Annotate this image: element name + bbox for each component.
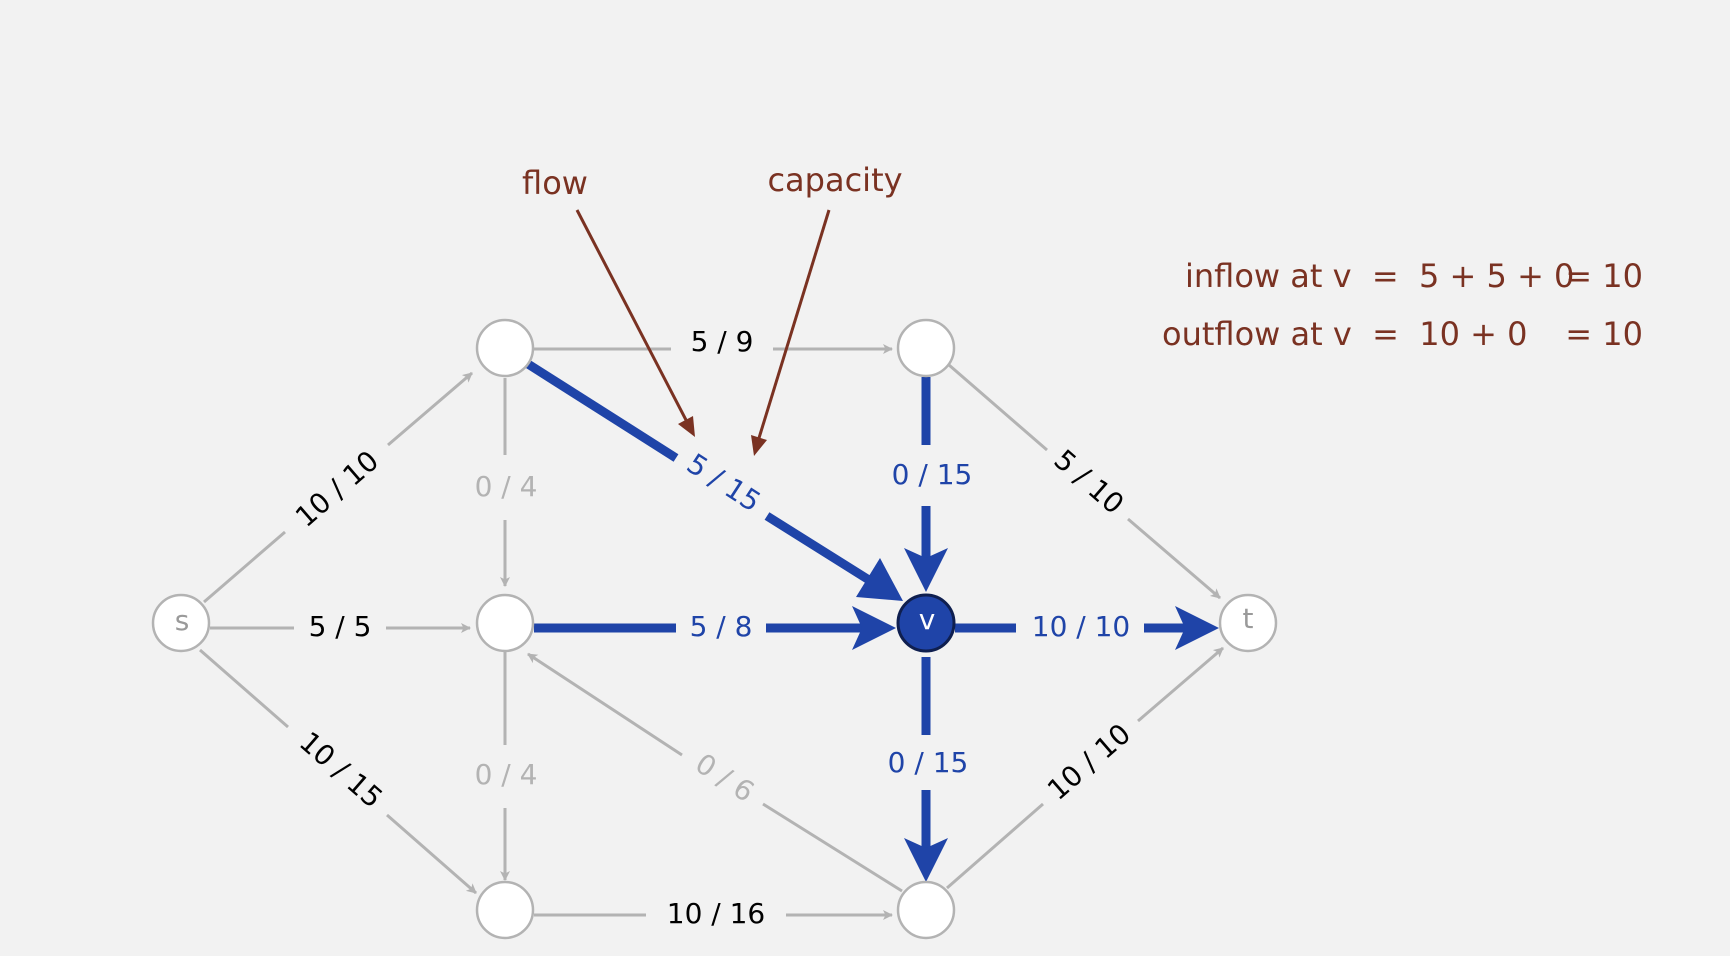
annotation-capacity: capacity — [767, 161, 902, 199]
edge-label-a-b: 0 / 4 — [475, 470, 538, 503]
node-v: v — [896, 593, 956, 653]
node-d — [896, 318, 956, 378]
node-label-t: t — [1243, 602, 1254, 635]
edge-label-a-v: 5 / 15 — [681, 447, 767, 519]
arrowhead-v-e — [904, 838, 948, 882]
edge-e-t — [946, 802, 1044, 890]
edge-e-b — [762, 802, 903, 893]
nodes: s v t — [151, 318, 1278, 940]
edge-d-t — [948, 363, 1048, 452]
edge-d-t-seg2 — [1127, 517, 1221, 600]
arrowhead-d-v — [904, 548, 948, 592]
arrowhead-v-t — [1175, 606, 1219, 650]
arrowhead-a-v — [856, 558, 903, 601]
edge-label-v-e: 0 / 15 — [888, 746, 969, 779]
edge-e-t-seg2 — [1137, 646, 1224, 723]
edge-label-v-t: 10 / 10 — [1032, 610, 1131, 643]
edge-label-c-e: 10 / 16 — [667, 897, 766, 930]
conservation-equations: inflow at v = 5 + 5 + 0 = 10 outflow at … — [1162, 257, 1643, 353]
edge-label-s-c: 10 / 15 — [293, 725, 389, 815]
inflow-total: = 10 — [1565, 257, 1643, 295]
node-t: t — [1218, 593, 1278, 653]
arrowhead-b-v — [852, 606, 896, 650]
annotation-flow: flow — [522, 164, 588, 202]
node-b — [475, 593, 535, 653]
edge-label-a-d: 5 / 9 — [691, 325, 754, 358]
edge-a-v — [525, 360, 679, 462]
annotation-flow-arrow — [575, 209, 688, 421]
edge-label-d-v: 0 / 15 — [892, 458, 973, 491]
node-e — [896, 880, 956, 940]
edge-a-v-seg2 — [764, 512, 872, 584]
edge-s-a — [203, 530, 286, 604]
edge-label-b-c: 0 / 4 — [475, 758, 538, 791]
edge-label-s-a: 10 / 10 — [289, 444, 385, 534]
edge-label-e-t: 10 / 10 — [1041, 717, 1137, 807]
outflow-equation: outflow at v = 10 + 0 — [1162, 315, 1527, 353]
edge-s-c-seg2 — [386, 813, 477, 895]
edge-s-c — [199, 648, 289, 729]
blue-edges — [525, 360, 1219, 882]
edge-e-b-seg2 — [527, 652, 683, 757]
edge-label-e-b: 0 / 6 — [689, 747, 760, 809]
gray-edges — [199, 344, 1224, 920]
node-label-s: s — [175, 604, 190, 637]
node-c — [475, 880, 535, 940]
edge-label-b-v: 5 / 8 — [690, 610, 753, 643]
edge-label-d-t: 5 / 10 — [1048, 443, 1131, 521]
inflow-equation: inflow at v = 5 + 5 + 0 — [1185, 257, 1574, 295]
annotations: flow capacity — [522, 161, 903, 456]
edge-s-a-seg2 — [387, 371, 473, 447]
annotation-capacity-arrowhead — [751, 435, 767, 456]
node-a — [475, 318, 535, 378]
annotation-capacity-arrow — [757, 209, 831, 439]
node-label-v: v — [919, 603, 936, 636]
node-s: s — [151, 593, 211, 653]
outflow-total: = 10 — [1565, 315, 1643, 353]
edge-label-s-b: 5 / 5 — [309, 610, 372, 643]
annotation-flow-arrowhead — [678, 416, 695, 437]
